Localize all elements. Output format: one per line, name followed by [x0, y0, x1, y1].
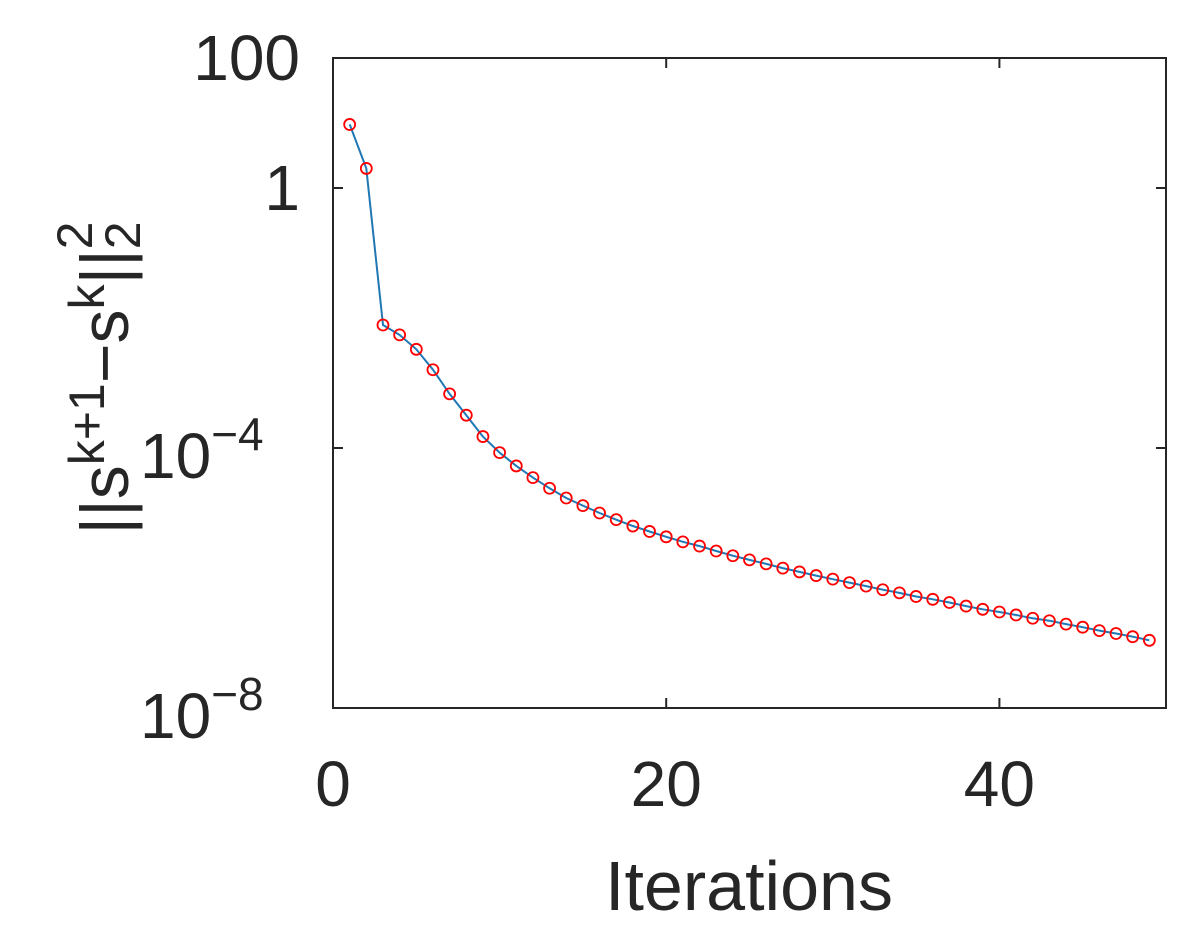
data-point: [559, 491, 573, 505]
data-point: [643, 525, 656, 538]
data-point: [393, 328, 407, 342]
y-tick-label-base: 10: [140, 420, 211, 492]
data-point: [943, 596, 956, 609]
data-point: [1059, 617, 1073, 631]
y-axis-title-end: ||: [67, 249, 143, 284]
data-point: [359, 162, 373, 175]
y-tick-label-exponent: −4: [211, 408, 263, 460]
data-point: [759, 557, 773, 571]
data-point: [859, 579, 873, 593]
y-axis-title-base: ||s: [67, 465, 143, 534]
plot-area: [332, 57, 1167, 709]
x-axis-title: Iterations: [605, 847, 893, 925]
data-point: [609, 513, 623, 527]
data-point: [426, 363, 440, 377]
y-axis-title-sub: 2: [95, 221, 151, 249]
data-point: [593, 506, 606, 520]
data-point: [1076, 620, 1090, 634]
y-tick-label-base: 10: [140, 680, 211, 752]
y-axis-title-mid: −s: [67, 310, 143, 384]
data-point: [476, 430, 490, 443]
data-point: [843, 576, 856, 589]
y-tick-label-base: 1: [264, 152, 300, 224]
data-point: [543, 481, 556, 495]
series-layer: [343, 118, 1156, 647]
series-line: [348, 124, 1150, 642]
data-point: [1126, 630, 1140, 644]
data-point: [876, 583, 890, 597]
y-tick-label: 10−8: [140, 668, 264, 752]
data-point: [993, 605, 1006, 619]
data-point: [1142, 633, 1156, 647]
y-tick-label: 100: [193, 22, 300, 94]
data-point: [343, 118, 357, 131]
data-point: [1042, 614, 1056, 628]
y-tick-label: 10−4: [140, 408, 264, 492]
data-point: [926, 592, 940, 606]
x-axis-ticks: 0 20 40: [315, 58, 1035, 820]
data-point: [626, 519, 640, 533]
data-point: [959, 599, 973, 613]
y-axis-title-sup2: k: [59, 284, 115, 310]
data-point: [809, 569, 823, 582]
data-point: [709, 544, 723, 558]
data-point: [726, 549, 740, 563]
x-tick-label: 40: [964, 748, 1035, 820]
data-point: [909, 590, 923, 603]
data-point: [459, 408, 473, 422]
y-tick-label: 1: [264, 152, 300, 224]
y-axis-title-sup1: k+1: [59, 383, 115, 465]
data-point: [693, 539, 706, 553]
data-point: [576, 499, 590, 512]
data-point: [676, 535, 690, 549]
data-point: [409, 342, 423, 356]
data-point: [826, 572, 840, 586]
data-point: [526, 471, 540, 485]
data-point: [659, 530, 673, 544]
x-tick-label: 0: [315, 748, 351, 820]
data-point: [1009, 608, 1023, 622]
data-point: [443, 387, 457, 401]
data-point: [376, 318, 390, 332]
data-point: [976, 602, 990, 616]
y-tick-label-base: 100: [193, 22, 300, 94]
data-point: [893, 586, 906, 600]
x-tick-label: 20: [631, 748, 702, 820]
data-point: [1026, 611, 1040, 625]
data-point: [776, 561, 790, 575]
y-axis-title: ||sk+1−sk||22: [47, 221, 151, 534]
data-point: [793, 565, 806, 579]
y-axis-title-sup3: 2: [47, 222, 103, 250]
data-point: [509, 459, 523, 473]
y-tick-label-exponent: −8: [211, 668, 263, 720]
data-point: [1092, 624, 1106, 638]
data-point: [1109, 627, 1123, 640]
data-point: [493, 446, 507, 459]
data-point: [743, 553, 756, 567]
